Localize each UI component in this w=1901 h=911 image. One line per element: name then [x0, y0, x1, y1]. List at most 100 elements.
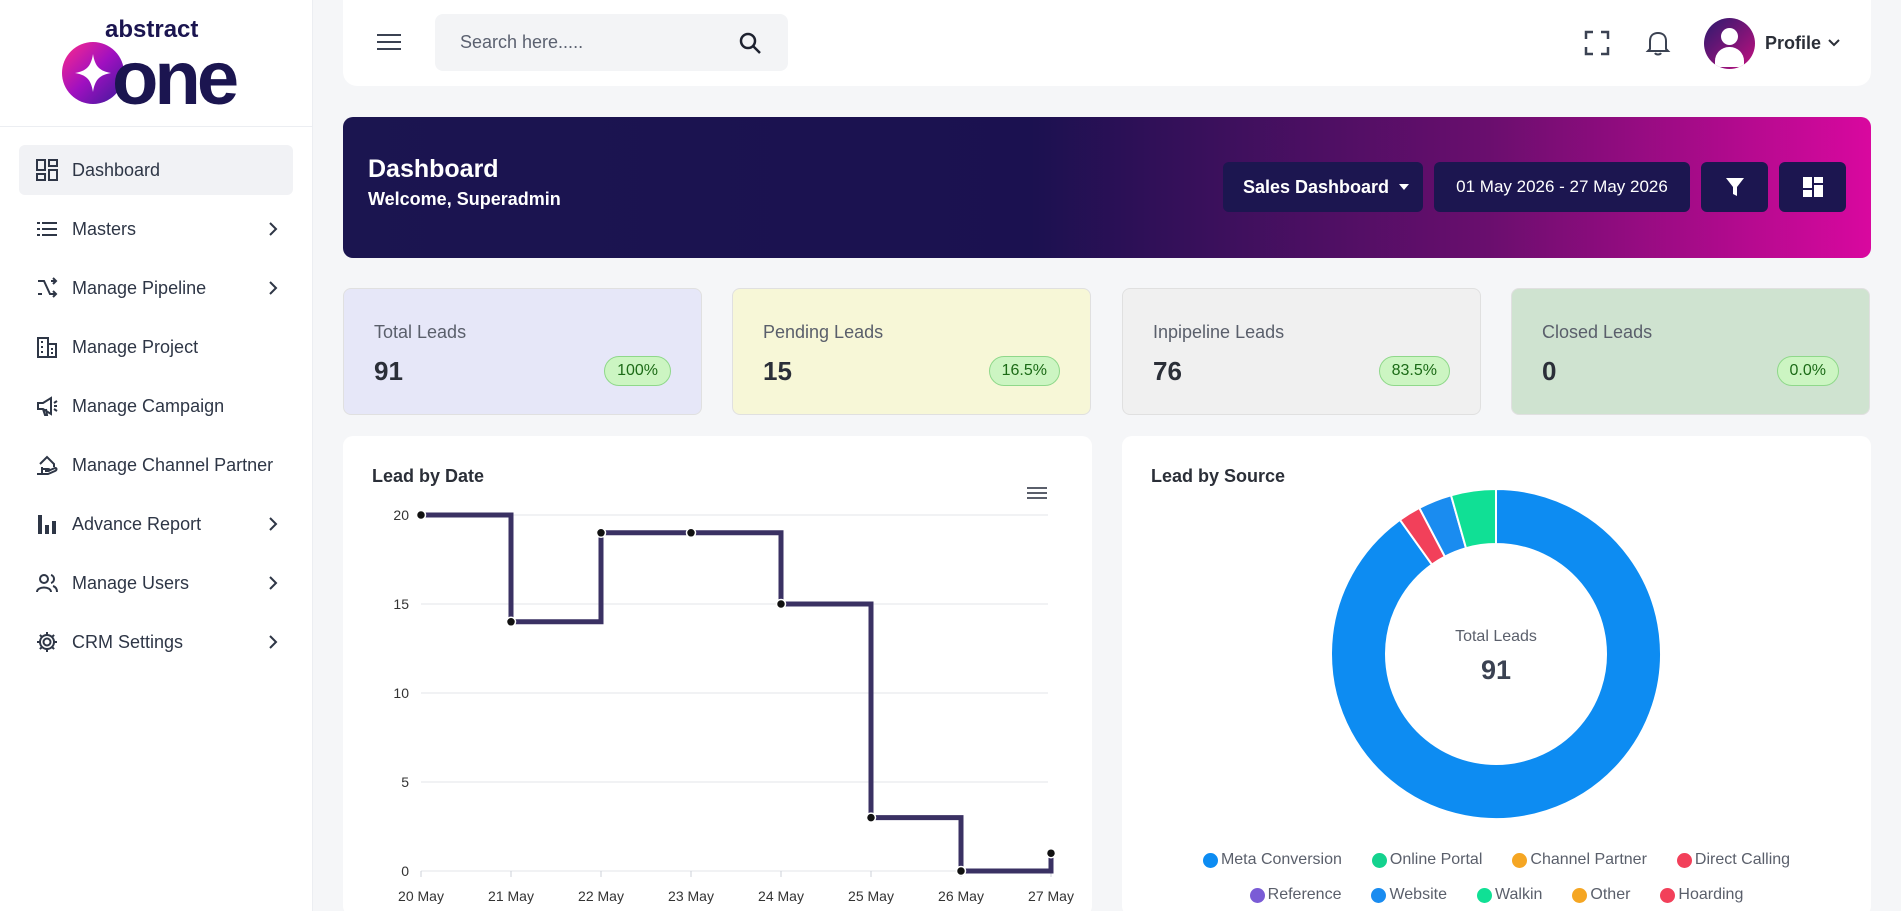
legend-label: Walkin: [1494, 886, 1543, 903]
lead-by-source-panel: Lead by Source Total Leads 91 Meta Conve…: [1122, 436, 1871, 911]
sidebar-menu: Dashboard Masters Manage Pipeline Manage…: [0, 127, 312, 667]
stat-card-pending-leads[interactable]: Pending Leads 15 16.5%: [732, 288, 1091, 415]
stat-label: Total Leads: [374, 322, 467, 342]
caret-down-icon: [1399, 184, 1410, 190]
date-range-picker[interactable]: 01 May 2026 - 27 May 2026: [1434, 162, 1690, 212]
dashboard-banner: Dashboard Welcome, Superadmin Sales Dash…: [343, 117, 1871, 258]
legend-swatch: [1371, 852, 1387, 868]
legend-swatch: [1572, 887, 1588, 903]
chart-legend-row: Meta Conversion Online Portal Channel Part…: [1122, 851, 1871, 869]
sidebar-item-manage-pipeline[interactable]: Manage Pipeline: [19, 263, 293, 313]
users-icon: [36, 574, 58, 593]
logo-text-main: one: [112, 36, 237, 109]
legend-item[interactable]: Online Portal: [1371, 851, 1482, 869]
legend-item[interactable]: Direct Calling: [1676, 851, 1790, 869]
y-tick-label: 15: [393, 596, 409, 612]
partner-icon: [37, 455, 58, 475]
sidebar: abstract one Dashboard Masters Manage Pi…: [0, 0, 313, 911]
sidebar-item-label: Manage Users: [72, 572, 190, 593]
legend-item[interactable]: Walkin: [1476, 886, 1543, 904]
donut-center-label: Total Leads: [1455, 628, 1537, 645]
hamburger-menu-icon[interactable]: [376, 31, 402, 53]
chevron-right-icon: [269, 222, 278, 236]
legend-swatch: [1249, 887, 1265, 903]
sidebar-item-advance-report[interactable]: Advance Report: [19, 499, 293, 549]
data-point: [685, 527, 697, 539]
legend-label: Hoarding: [1678, 886, 1744, 903]
data-point: [1045, 847, 1057, 859]
legend-item[interactable]: Hoarding: [1660, 886, 1743, 904]
megaphone-icon: [37, 396, 58, 416]
legend-item[interactable]: Meta Conversion: [1202, 851, 1342, 869]
sidebar-item-manage-users[interactable]: Manage Users: [19, 558, 293, 608]
sidebar-item-manage-project[interactable]: Manage Project: [19, 322, 293, 372]
list-icon: [37, 222, 57, 236]
x-tick-label: 27 May: [1028, 888, 1074, 904]
stat-percent-badge: 100%: [604, 356, 671, 386]
legend-label: Meta Conversion: [1220, 851, 1342, 868]
stat-card-total-leads[interactable]: Total Leads 91 100%: [343, 288, 702, 415]
filter-button[interactable]: [1701, 162, 1768, 212]
stat-card-inpipeline-leads[interactable]: Inpipeline Leads 76 83.5%: [1122, 288, 1481, 415]
chart-menu-icon[interactable]: [1026, 484, 1048, 502]
logo[interactable]: abstract one: [0, 0, 312, 127]
donut-center-value: 91: [1481, 655, 1511, 685]
filter-icon: [1725, 178, 1744, 196]
dashboard-icon: [36, 159, 58, 181]
search-box: [435, 14, 788, 71]
search-input[interactable]: [460, 32, 720, 53]
sidebar-item-manage-channel-partner[interactable]: Manage Channel Partner: [19, 440, 293, 490]
building-icon: [37, 337, 57, 358]
stat-label: Inpipeline Leads: [1153, 322, 1285, 342]
lead-by-source-chart: Total Leads 91: [1330, 487, 1662, 820]
legend-item[interactable]: Channel Partner: [1512, 851, 1647, 869]
stat-percent-badge: 83.5%: [1378, 356, 1450, 386]
notification-bell-icon[interactable]: [1644, 29, 1672, 57]
layout-grid-icon: [1802, 177, 1823, 197]
legend-swatch: [1676, 852, 1692, 868]
stat-card-closed-leads[interactable]: Closed Leads 0 0.0%: [1511, 288, 1870, 415]
donut-slice: [1449, 487, 1497, 550]
x-tick-label: 22 May: [578, 888, 624, 904]
legend-label: Channel Partner: [1530, 851, 1647, 868]
stat-percent-badge: 16.5%: [988, 356, 1060, 386]
profile-menu[interactable]: Profile: [1704, 17, 1841, 69]
x-tick-label: 23 May: [668, 888, 714, 904]
welcome-text: Welcome, Superadmin: [368, 189, 561, 209]
legend-swatch: [1202, 852, 1218, 868]
donut-slice: [1330, 487, 1662, 820]
fullscreen-icon[interactable]: [1583, 29, 1611, 57]
y-tick-label: 10: [393, 685, 409, 701]
legend-label: Other: [1590, 886, 1631, 903]
chart-title: Lead by Date: [372, 466, 485, 486]
stat-value: 76: [1153, 356, 1182, 386]
top-bar: Profile: [343, 0, 1871, 86]
data-point: [505, 616, 517, 628]
data-point: [775, 598, 787, 610]
legend-item[interactable]: Other: [1572, 886, 1630, 904]
sidebar-item-label: CRM Settings: [72, 631, 184, 652]
data-point: [955, 865, 967, 877]
search-icon[interactable]: [738, 31, 762, 55]
sidebar-item-label: Manage Channel Partner: [72, 454, 274, 475]
sidebar-item-label: Manage Project: [72, 336, 199, 357]
sidebar-item-label: Manage Pipeline: [72, 277, 207, 298]
logo-text-top: abstract: [105, 16, 198, 43]
data-point: [865, 812, 877, 823]
sidebar-item-masters[interactable]: Masters: [19, 204, 293, 254]
layout-button[interactable]: [1779, 162, 1846, 212]
sidebar-item-label: Manage Campaign: [72, 395, 225, 416]
dashboard-type-dropdown[interactable]: Sales Dashboard: [1223, 162, 1423, 212]
legend-item[interactable]: Reference: [1249, 886, 1341, 904]
data-point: [415, 509, 427, 521]
legend-label: Website: [1389, 886, 1447, 903]
sidebar-item-crm-settings[interactable]: CRM Settings: [19, 617, 293, 667]
sidebar-item-label: Dashboard: [72, 159, 161, 180]
gear-icon: [37, 632, 57, 652]
legend-item[interactable]: Website: [1371, 886, 1447, 904]
chevron-right-icon: [269, 635, 278, 649]
lead-by-date-panel: Lead by Date 0 5 10 15 20 20 May 21 May 22 May 2…: [343, 436, 1092, 911]
sidebar-item-manage-campaign[interactable]: Manage Campaign: [19, 381, 293, 431]
sidebar-item-dashboard[interactable]: Dashboard: [19, 145, 293, 195]
dashboard-type-label: Sales Dashboard: [1243, 176, 1390, 197]
